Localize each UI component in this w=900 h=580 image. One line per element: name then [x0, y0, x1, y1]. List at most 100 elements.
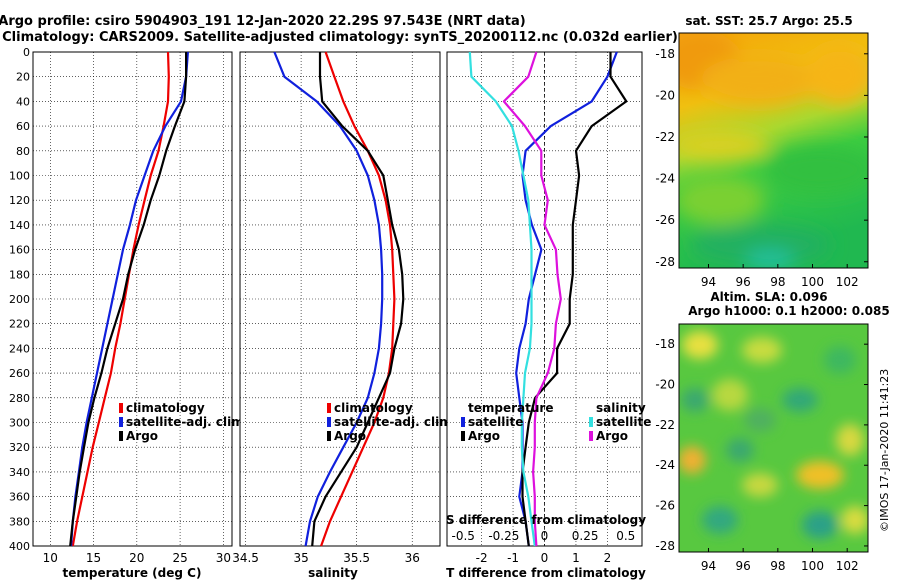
- legend-satellite: satellite-adj. clim.: [334, 415, 456, 429]
- legend-t-argo: Argo: [468, 429, 500, 443]
- legend-temperature-heading: temperature: [468, 401, 553, 415]
- x-tick-label: 0: [541, 551, 549, 565]
- x-tick-label: 20: [129, 551, 144, 565]
- y-tick-label: 220: [9, 318, 30, 331]
- map-y-tick-label: -22: [655, 418, 675, 432]
- salinity-xlabel: salinity: [308, 566, 358, 580]
- map-x-tick-label: 96: [736, 275, 751, 289]
- sst-map-panel: sat. SST: 25.7 Argo: 25.5 94 96 98 100 102 -1…: [655, 14, 869, 289]
- map-x-tick-label: 94: [701, 275, 716, 289]
- legend-t-satellite-swatch: [461, 417, 465, 427]
- map-y-tick-label: -18: [655, 337, 675, 351]
- y-tick-label: 180: [9, 268, 30, 281]
- series-line-argo: [311, 52, 405, 547]
- y-tick-label: 20: [16, 71, 30, 84]
- map-y-tick-label: -26: [655, 213, 675, 227]
- x2-tick-label: 0.25: [572, 529, 599, 543]
- x-tick-label: 10: [43, 551, 58, 565]
- x2-tick-label: 0: [541, 529, 549, 543]
- x2-tick-label: 0.5: [616, 529, 635, 543]
- map-x-tick-label: 98: [770, 275, 785, 289]
- map-y-tick-label: -20: [655, 378, 675, 392]
- sst-map-image: [679, 33, 868, 268]
- x-tick-label: 30: [216, 551, 231, 565]
- map-y-tick-label: -26: [655, 499, 675, 513]
- y-tick-label: 400: [9, 540, 30, 553]
- x-tick-label: -2: [476, 551, 488, 565]
- y-tick-label: 60: [16, 120, 30, 133]
- legend-s-argo: Argo: [596, 429, 628, 443]
- legend-argo: Argo: [334, 429, 366, 443]
- salinity-legend: climatology satellite-adj. clim. Argo: [327, 401, 456, 443]
- sst-map-frame: [678, 32, 869, 269]
- legend-satellite-swatch: [119, 417, 123, 427]
- y-tick-label: 240: [9, 342, 30, 355]
- legend-argo-swatch: [327, 431, 331, 441]
- y-tick-label: 100: [9, 170, 30, 183]
- map-x-tick-label: 102: [836, 559, 859, 573]
- map-y-tick-label: -28: [655, 539, 675, 553]
- legend-climatology: climatology: [126, 401, 205, 415]
- map-x-tick-label: 98: [770, 559, 785, 573]
- x-tick-label: 35.5: [343, 551, 370, 565]
- difference-panel: -2 -1 0 1 2 T difference from climatology te…: [446, 51, 651, 580]
- sla-map-frame: [678, 323, 869, 553]
- legend-s-satellite: satellite: [596, 415, 651, 429]
- x-tick-label: 2: [604, 551, 612, 565]
- series-line-climatology: [320, 51, 396, 547]
- map-x-tick-label: 100: [801, 559, 824, 573]
- temperature-panel: 0 20 40 60 80 100 120 140 160 180 200 220 240 260 280 3…: [9, 46, 248, 580]
- map-x-tick-label: 96: [736, 559, 751, 573]
- x-tick-label: 35: [293, 551, 308, 565]
- legend-argo: Argo: [126, 429, 158, 443]
- legend-satellite: satellite-adj. clim.: [126, 415, 248, 429]
- x-tick-label: 1: [572, 551, 580, 565]
- y-tick-label: 0: [23, 46, 30, 59]
- map-x-tick-label: 100: [801, 275, 824, 289]
- legend-salinity-heading: salinity: [596, 401, 646, 415]
- legend-t-argo-swatch: [461, 431, 465, 441]
- legend-argo-swatch: [119, 431, 123, 441]
- map-x-tick-label: 94: [701, 559, 716, 573]
- series-line-s-argo: [502, 51, 562, 547]
- sla-map-image: [679, 324, 868, 552]
- title-line-2: Climatology: CARS2009. Satellite-adjuste…: [2, 30, 678, 45]
- sst-map-title: sat. SST: 25.7 Argo: 25.5: [685, 14, 852, 28]
- salinity-panel: 34.5 35 35.5 36 salinity climatology satell…: [232, 51, 456, 580]
- y-tick-label: 340: [9, 466, 30, 479]
- imos-timestamp: ©IMOS 17-Jan-2020 11:41:23: [878, 368, 891, 532]
- x-tick-label: 15: [86, 551, 101, 565]
- map-x-tick-label: 102: [836, 275, 859, 289]
- map-y-tick-label: -24: [655, 458, 675, 472]
- x-tick-label: 34.5: [232, 551, 259, 565]
- legend-s-argo-swatch: [589, 431, 593, 441]
- y-tick-label: 40: [16, 95, 30, 108]
- title-line-1: Argo profile: csiro 5904903_191 12-Jan-2…: [0, 14, 526, 29]
- temperature-legend: climatology satellite-adj. clim. Argo: [119, 401, 248, 443]
- x-tick-label: -1: [507, 551, 519, 565]
- legend-climatology: climatology: [334, 401, 413, 415]
- y-tick-label: 200: [9, 293, 30, 306]
- legend-satellite-swatch: [327, 417, 331, 427]
- s-diff-xlabel: S difference from climatology: [446, 513, 646, 527]
- map-y-tick-label: -20: [655, 88, 675, 102]
- map-y-tick-label: -18: [655, 47, 675, 61]
- sla-map-panel: Altim. SLA: 0.096 Argo h1000: 0.1 h2000:…: [655, 290, 889, 573]
- x-tick-label: 36: [405, 551, 420, 565]
- y-tick-label: 320: [9, 441, 30, 454]
- y-tick-label: 380: [9, 515, 30, 528]
- map-y-tick-label: -22: [655, 130, 675, 144]
- series-line-satellite-adj-clim-: [273, 51, 384, 547]
- x2-tick-label: -0.5: [452, 529, 475, 543]
- y-tick-label: 260: [9, 367, 30, 380]
- x2-tick-label: -0.25: [488, 529, 519, 543]
- y-tick-label: 80: [16, 145, 30, 158]
- legend-t-satellite: satellite: [468, 415, 523, 429]
- t-diff-xlabel: T difference from climatology: [446, 566, 646, 580]
- series-line-s-satellite: [468, 51, 536, 547]
- map-y-tick-label: -24: [655, 172, 675, 186]
- y-tick-label: 120: [9, 194, 30, 207]
- legend-climatology-swatch: [119, 403, 123, 413]
- y-tick-label: 360: [9, 491, 30, 504]
